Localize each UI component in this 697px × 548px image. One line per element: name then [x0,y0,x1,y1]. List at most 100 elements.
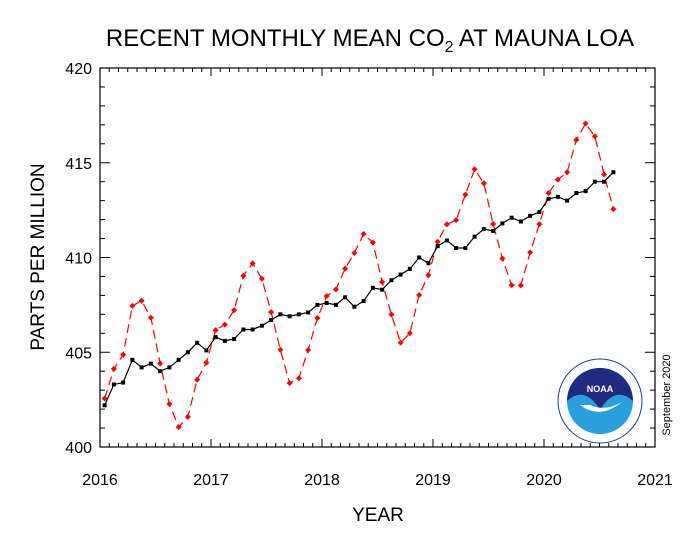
monthly-mean-point [166,400,173,407]
monthly-mean-point [120,351,127,358]
monthly-mean-point [184,413,191,420]
seasonally-corrected-point [121,380,126,385]
seasonally-corrected-point [352,304,357,309]
monthly-mean-point [388,311,395,318]
seasonally-corrected-point [222,338,227,343]
monthly-mean-point [471,166,478,173]
seasonally-corrected-point [565,198,570,203]
monthly-mean-point [573,136,580,143]
monthly-mean-point [406,330,413,337]
seasonally-corrected-point [472,234,477,239]
monthly-mean-point [249,260,256,267]
x-tick-label: 2019 [415,472,451,489]
noaa-logo: NOAA [557,358,643,444]
seasonally-corrected-point [481,227,486,232]
seasonally-corrected-point [259,323,264,328]
monthly-mean-point [258,275,265,282]
seasonally-corrected-point [592,179,597,184]
date-annotation: September 2020 [661,354,673,435]
seasonally-corrected-point [454,246,459,251]
seasonally-corrected-point [509,215,514,220]
seasonally-corrected-point [213,335,218,340]
monthly-mean-point [323,293,330,300]
seasonally-corrected-point [102,403,107,408]
seasonally-corrected-point [389,278,394,283]
monthly-mean-point [554,176,561,183]
seasonally-corrected-point [324,300,329,305]
monthly-mean-point [110,365,117,372]
seasonally-corrected-point [602,179,607,184]
monthly-mean-point [286,380,293,387]
monthly-mean-point [369,239,376,246]
monthly-mean-point [175,424,182,431]
seasonally-corrected-point [343,295,348,300]
seasonally-corrected-point [574,191,579,196]
seasonally-corrected-point [444,238,449,243]
y-tick-label: 415 [65,156,92,173]
monthly-mean-point [462,191,469,198]
monthly-mean-point [379,278,386,285]
noaa-logo-text: NOAA [587,384,614,394]
seasonally-corrected-point [315,302,320,307]
monthly-mean-point [157,360,164,367]
monthly-mean-point [425,272,432,279]
y-tick-label: 420 [65,61,92,78]
seasonally-corrected-point [398,272,403,277]
seasonally-corrected-point [333,302,338,307]
monthly-mean-point [527,249,534,256]
monthly-mean-point [295,375,302,382]
monthly-mean-point [138,297,145,304]
x-tick-label: 2021 [637,472,673,489]
seasonally-corrected-point [361,299,366,304]
monthly-mean-point [231,307,238,314]
x-axis-label: YEAR [352,505,404,526]
monthly-mean-point [129,302,136,309]
x-tick-label: 2020 [526,472,562,489]
monthly-mean-point [268,309,275,316]
monthly-mean-point [203,359,210,366]
monthly-mean-point [545,190,552,197]
monthly-mean-point [517,282,524,289]
monthly-mean-point [499,255,506,262]
seasonally-corrected-point [139,365,144,370]
chart-title: RECENT MONTHLY MEAN CO2 AT MAUNA LOA [106,25,634,56]
seasonally-corrected-point [195,340,200,345]
monthly-mean-point [212,327,219,334]
seasonally-corrected-point [232,336,237,341]
seasonally-corrected-point [250,327,255,332]
monthly-mean-point [332,286,339,293]
seasonally-corrected-point [537,210,542,215]
monthly-mean-point [480,180,487,187]
monthly-mean-point [591,133,598,140]
monthly-mean-point [194,376,201,383]
monthly-mean-point [342,265,349,272]
monthly-mean-point [351,249,358,256]
seasonally-corrected-point [491,228,496,233]
seasonally-corrected-point [426,261,431,266]
seasonally-corrected-point [528,213,533,218]
seasonally-corrected-point [204,348,209,353]
monthly-mean-point [147,314,154,321]
monthly-mean-point [277,346,284,353]
seasonally-corrected-point [546,196,551,201]
seasonally-corrected-point [241,327,246,332]
monthly-mean-point [601,171,608,178]
seasonally-corrected-point [500,221,505,226]
seasonally-corrected-point [269,318,274,323]
seasonally-corrected-point [518,219,523,224]
seasonally-corrected-point [130,357,135,362]
monthly-mean-point [360,231,367,238]
seasonally-corrected-point [167,365,172,370]
seasonally-corrected-point [555,194,560,199]
seasonally-corrected-point [111,382,116,387]
monthly-mean-line [104,122,614,429]
monthly-mean-point [434,238,441,245]
monthly-mean-point [536,221,543,228]
seasonally-corrected-point [278,312,283,317]
y-tick-label: 400 [65,440,92,457]
monthly-mean-point [443,221,450,228]
monthly-mean-point [582,120,589,127]
seasonally-corrected-point [380,287,385,292]
seasonally-corrected-point [296,312,301,317]
